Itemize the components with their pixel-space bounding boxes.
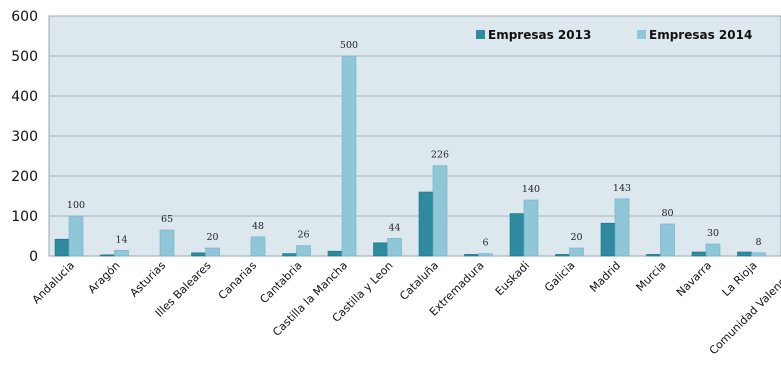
x-category-label: Andalucia — [30, 259, 77, 306]
legend-swatch-2013 — [476, 30, 485, 39]
legend: Empresas 2013 Empresas 2014 — [476, 28, 752, 42]
gridlines — [49, 55, 781, 217]
data-label: 226 — [431, 150, 449, 161]
data-label: 140 — [522, 184, 540, 195]
bar-2014 — [341, 55, 357, 257]
x-category-label: Galicia — [542, 259, 578, 295]
bar-2014 — [523, 199, 539, 257]
x-category-label: Aragón — [86, 259, 123, 296]
y-tick-label: 200 — [11, 169, 38, 185]
bar-2014 — [114, 250, 129, 257]
legend-label-2013: Empresas 2013 — [488, 28, 591, 42]
bar-2014 — [432, 165, 448, 257]
bar-2014 — [68, 215, 84, 257]
bar-2013 — [509, 213, 525, 257]
bar-2013 — [555, 254, 570, 257]
data-label: 100 — [67, 200, 85, 211]
bar-2013 — [54, 238, 70, 257]
bar-2013 — [100, 254, 115, 257]
data-label: 65 — [161, 214, 173, 225]
bar-2014 — [751, 252, 766, 257]
data-label: 26 — [297, 230, 309, 241]
x-category-label: Euskadi — [493, 259, 532, 298]
y-axis-ticks: 0 100 200 300 400 500 600 — [11, 9, 38, 265]
data-label: 44 — [388, 222, 400, 233]
y-tick-label: 300 — [11, 129, 38, 145]
data-labels: 10014652048265004422661402014380308100 — [67, 40, 762, 249]
bar-2013 — [737, 251, 752, 257]
data-label: 20 — [206, 232, 218, 243]
x-category-label: Cantabria — [257, 259, 304, 306]
data-label: 80 — [661, 208, 673, 219]
x-category-label: Canarias — [216, 259, 259, 302]
y-tick-label: 0 — [29, 249, 38, 265]
bar-2014 — [250, 236, 266, 257]
data-label: 8 — [755, 237, 761, 248]
x-category-label: Madrid — [587, 259, 623, 295]
bar-2014 — [205, 247, 220, 257]
bar-2014 — [159, 229, 175, 257]
x-category-label: Navarra — [674, 259, 714, 299]
bar-2013 — [646, 254, 661, 257]
bar-2014 — [705, 243, 721, 257]
bar-2013 — [418, 191, 434, 257]
y-tick-label: 400 — [11, 89, 38, 105]
bar-2013 — [373, 242, 388, 257]
data-label: 6 — [482, 238, 488, 249]
bar-2013 — [191, 252, 206, 257]
data-label: 48 — [252, 221, 264, 232]
data-label: 30 — [707, 228, 719, 239]
bar-2014 — [296, 245, 311, 257]
bar-2013 — [327, 250, 343, 257]
data-label: 14 — [115, 234, 127, 245]
bar-2013 — [600, 222, 616, 257]
y-tick-label: 600 — [11, 9, 38, 25]
bar-2013 — [691, 251, 707, 257]
bar-2013 — [282, 253, 297, 257]
bar-2014 — [614, 198, 630, 257]
x-category-label: Asturias — [127, 259, 168, 300]
bar-2014 — [660, 223, 675, 257]
x-category-label: Cataluña — [397, 259, 441, 303]
y-tick-label: 100 — [11, 209, 38, 225]
y-tick-label: 500 — [11, 49, 38, 65]
bar-2014 — [569, 247, 584, 257]
bar-2014 — [478, 253, 493, 257]
bar-2013 — [464, 254, 479, 257]
data-label: 20 — [570, 232, 582, 243]
x-category-label: Murcia — [634, 259, 669, 294]
data-label: 500 — [340, 40, 358, 51]
bars — [54, 55, 766, 257]
legend-swatch-2014 — [637, 30, 646, 39]
data-label: 143 — [613, 183, 631, 194]
x-category-label: La Rioja — [720, 259, 760, 299]
legend-label-2014: Empresas 2014 — [649, 28, 752, 42]
bar-2014 — [387, 238, 402, 257]
